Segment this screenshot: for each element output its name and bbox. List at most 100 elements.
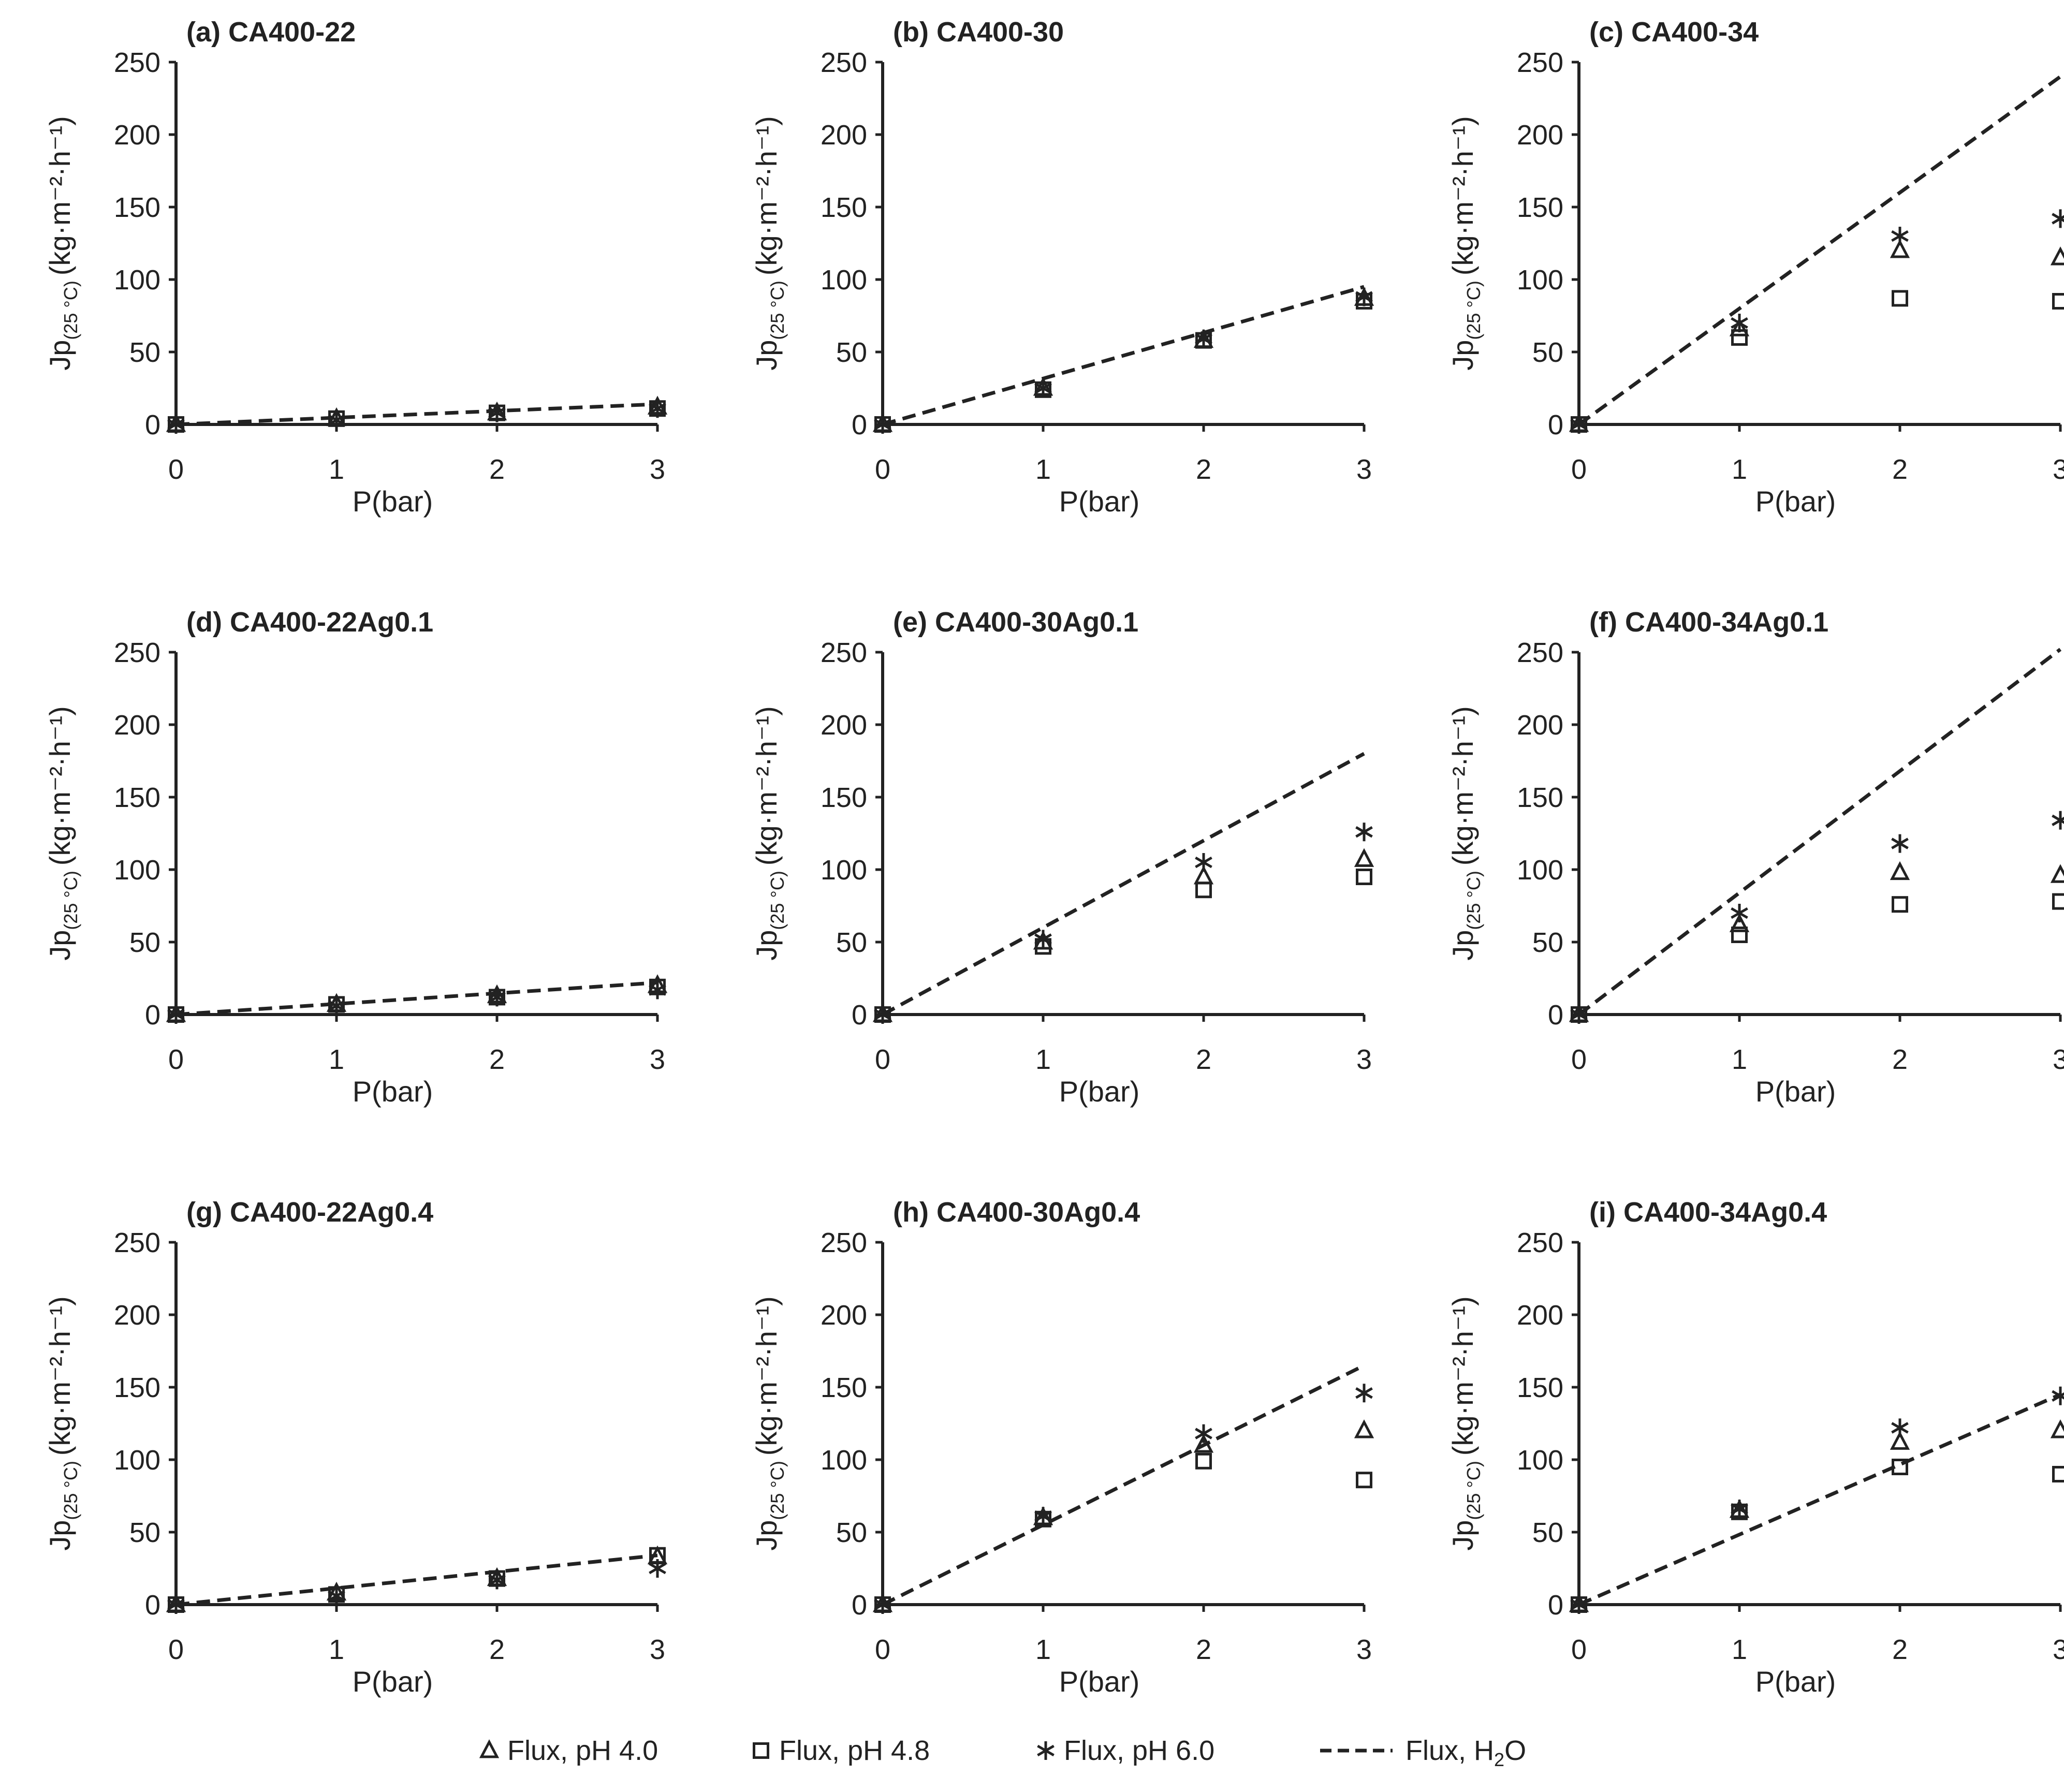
y-axis-label: Jp(25 °C) (kg·m⁻²·h⁻¹) [750, 1296, 788, 1551]
y-tick-label: 200 [821, 120, 867, 151]
y-tick-label: 100 [1517, 265, 1563, 296]
x-tick-label: 0 [875, 1634, 890, 1665]
legend-label: Flux, pH 4.0 [507, 1735, 658, 1766]
y-axis-label: Jp(25 °C) (kg·m⁻²·h⁻¹) [1446, 116, 1484, 371]
y-axis-label: Jp(25 °C) (kg·m⁻²·h⁻¹) [43, 116, 81, 371]
y-axis-label-sub: (25 °C) [767, 1461, 788, 1520]
flux-ph-4-0-point [1729, 913, 1750, 932]
y-tick-label: 100 [114, 265, 160, 296]
y-tick-label: 0 [852, 1000, 867, 1031]
flux-ph-4-0-point [2050, 864, 2064, 883]
chart-title: (c) CA400-34 [1589, 17, 1759, 48]
x-tick-label: 0 [168, 1044, 184, 1075]
x-tick-label: 2 [489, 1044, 505, 1075]
y-axis-label-main: Jp [43, 1520, 76, 1551]
y-axis-label-main: Jp [750, 340, 783, 371]
y-tick-label: 200 [1517, 1300, 1563, 1331]
y-tick-label: 150 [821, 782, 867, 813]
x-tick-label: 0 [168, 454, 184, 485]
chart-title: (i) CA400-34Ag0.4 [1589, 1197, 1827, 1228]
y-axis-label-units: (kg·m⁻²·h⁻¹) [750, 1296, 783, 1456]
y-axis-label: Jp(25 °C) (kg·m⁻²·h⁻¹) [1446, 1296, 1484, 1551]
y-tick-label: 250 [114, 637, 160, 668]
y-tick-label: 250 [1517, 637, 1563, 668]
flux-ph-4-0-point [1729, 317, 1750, 336]
y-tick-label: 100 [114, 855, 160, 886]
y-tick-label: 200 [1517, 710, 1563, 741]
legend-label-tail: O [1504, 1735, 1526, 1766]
flux-ph-4-8-point [2052, 293, 2064, 310]
x-tick-label: 1 [1732, 1044, 1747, 1075]
flux-ph-6-0-point [1731, 1500, 1748, 1519]
flux-ph-4-0-point [1354, 1419, 1374, 1438]
x-axis-label: P(bar) [353, 1075, 433, 1108]
x-tick-label: 2 [489, 1634, 505, 1665]
legend-label-main: Flux, H [1406, 1735, 1494, 1766]
x-axis-label: P(bar) [1755, 1075, 1836, 1108]
x-tick-label: 0 [1571, 1044, 1587, 1075]
y-axis-label-main: Jp [43, 930, 76, 961]
flux-ph-6-0-point [1355, 822, 1373, 842]
legend-item-4: Flux, H2O [1320, 1735, 1526, 1770]
x-axis-label: P(bar) [353, 1665, 433, 1698]
y-axis-label: Jp(25 °C) (kg·m⁻²·h⁻¹) [1446, 706, 1484, 961]
y-axis-label-main: Jp [43, 340, 76, 371]
x-tick-label: 3 [650, 1634, 665, 1665]
chart-panel-d: (d) CA400-22Ag0.1 0 50 100 150 200 250 0 1 2 3 P(ba… [43, 607, 668, 1108]
y-axis-label-units: (kg·m⁻²·h⁻¹) [43, 1296, 76, 1456]
y-tick-label: 150 [1517, 192, 1563, 223]
y-axis-label: Jp(25 °C) (kg·m⁻²·h⁻¹) [750, 706, 788, 961]
flux-ph-4-8-point [2052, 1466, 2064, 1482]
y-axis-label-sub: (25 °C) [767, 281, 788, 340]
legend-square-marker [753, 1742, 769, 1759]
chart-panel-h: (h) CA400-30Ag0.4 0 50 100 150 200 250 0 1 2 3 P(ba… [750, 1197, 1374, 1698]
legend-label: Flux, pH 4.8 [779, 1735, 930, 1766]
x-tick-label: 3 [650, 1044, 665, 1075]
y-tick-label: 50 [836, 337, 867, 368]
x-tick-label: 1 [329, 1044, 344, 1075]
legend-triangle-marker [479, 1739, 500, 1758]
chart-title: (e) CA400-30Ag0.1 [893, 607, 1138, 638]
chart-title: (b) CA400-30 [893, 17, 1064, 48]
y-tick-label: 100 [821, 1445, 867, 1476]
y-tick-label: 150 [1517, 782, 1563, 813]
y-axis-label-main: Jp [750, 1520, 783, 1551]
y-axis-label-sub: (25 °C) [60, 1461, 81, 1520]
y-tick-label: 100 [1517, 855, 1563, 886]
y-tick-label: 150 [821, 192, 867, 223]
chart-title: (d) CA400-22Ag0.1 [186, 607, 433, 638]
y-tick-label: 200 [821, 1300, 867, 1331]
x-tick-label: 2 [1196, 454, 1211, 485]
y-tick-label: 250 [1517, 47, 1563, 78]
y-axis-label-units: (kg·m⁻²·h⁻¹) [1446, 1296, 1479, 1456]
flux-ph-4-8-point [2052, 893, 2064, 910]
y-tick-label: 100 [821, 855, 867, 886]
y-tick-label: 250 [821, 47, 867, 78]
flux-ph-6-0-point [1034, 930, 1052, 949]
x-tick-label: 0 [168, 1634, 184, 1665]
x-tick-label: 3 [650, 454, 665, 485]
chart-panel-f: (f) CA400-34Ag0.1 0 50 100 150 200 250 0 1 2 3 P(ba… [1446, 607, 2064, 1108]
h2o-flux-line [882, 285, 1365, 427]
y-tick-label: 100 [114, 1445, 160, 1476]
flux-ph-4-0-point [1890, 861, 1910, 880]
y-axis-label-sub: (25 °C) [60, 281, 81, 340]
h2o-flux-line [882, 752, 1365, 1017]
y-axis-label: Jp(25 °C) (kg·m⁻²·h⁻¹) [750, 116, 788, 371]
flux-ph-6-0-point [1731, 904, 1748, 922]
flux-ph-4-8-point [1731, 927, 1748, 943]
y-tick-label: 0 [852, 409, 867, 440]
legend-label-sub: 2 [1494, 1749, 1504, 1770]
chart-title: (h) CA400-30Ag0.4 [893, 1197, 1140, 1228]
h2o-flux-line [882, 1363, 1365, 1607]
flux-ph-4-8-point [1892, 896, 1908, 913]
flux-ph-6-0-point [1891, 834, 1909, 853]
legend-asterisk-marker [1037, 1741, 1055, 1760]
y-tick-label: 50 [1532, 927, 1563, 958]
y-tick-label: 100 [1517, 1445, 1563, 1476]
x-tick-label: 1 [1035, 1634, 1051, 1665]
x-axis-label: P(bar) [353, 485, 433, 518]
y-tick-label: 100 [821, 265, 867, 296]
